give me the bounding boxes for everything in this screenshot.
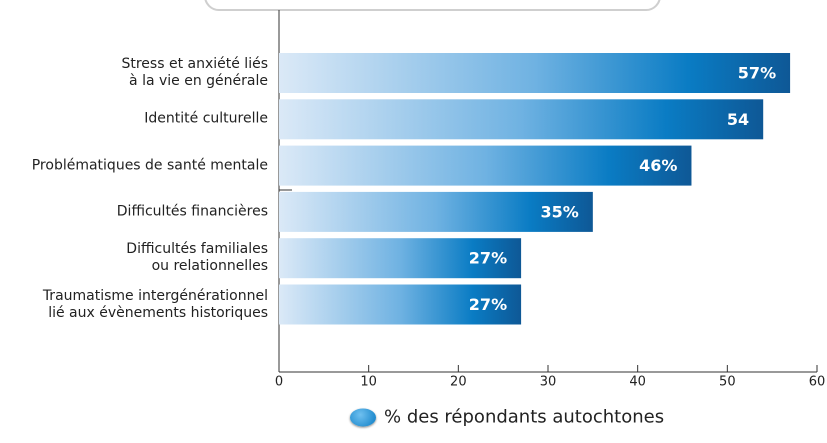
header-box (204, 0, 661, 11)
bar (279, 284, 522, 325)
bar (279, 145, 692, 186)
category-label: Difficultés financières (116, 203, 268, 220)
category-label: Problématiques de santé mentale (31, 157, 268, 174)
value-label: 35% (541, 202, 579, 221)
category-label: Identité culturelle (144, 110, 268, 127)
x-tick-label: 60 (809, 375, 826, 390)
bar (279, 99, 764, 140)
legend-swatch (350, 408, 376, 426)
category-label: Traumatisme intergénérationnel lié aux é… (42, 287, 268, 321)
x-tick-label: 20 (450, 375, 467, 390)
x-tick-label: 10 (360, 375, 377, 390)
value-label: 27% (469, 295, 507, 314)
category-label: Difficultés familiales ou relationnelles (126, 241, 268, 275)
legend: % des répondants autochtones (350, 407, 664, 428)
bar (279, 53, 791, 93)
x-tick-label: 50 (719, 375, 736, 390)
x-tick-label: 30 (540, 375, 557, 390)
x-tick-label: 0 (275, 375, 283, 390)
legend-label: % des répondants autochtones (384, 406, 665, 428)
bar (279, 191, 593, 232)
value-label: 27% (469, 249, 507, 268)
value-label: 57% (738, 64, 776, 83)
bar (279, 238, 522, 279)
value-label: 54 (727, 110, 749, 129)
category-label: Stress et anxiété liés à la vie en génér… (121, 56, 268, 89)
value-label: 46% (639, 156, 677, 175)
x-tick-label: 40 (629, 375, 646, 390)
